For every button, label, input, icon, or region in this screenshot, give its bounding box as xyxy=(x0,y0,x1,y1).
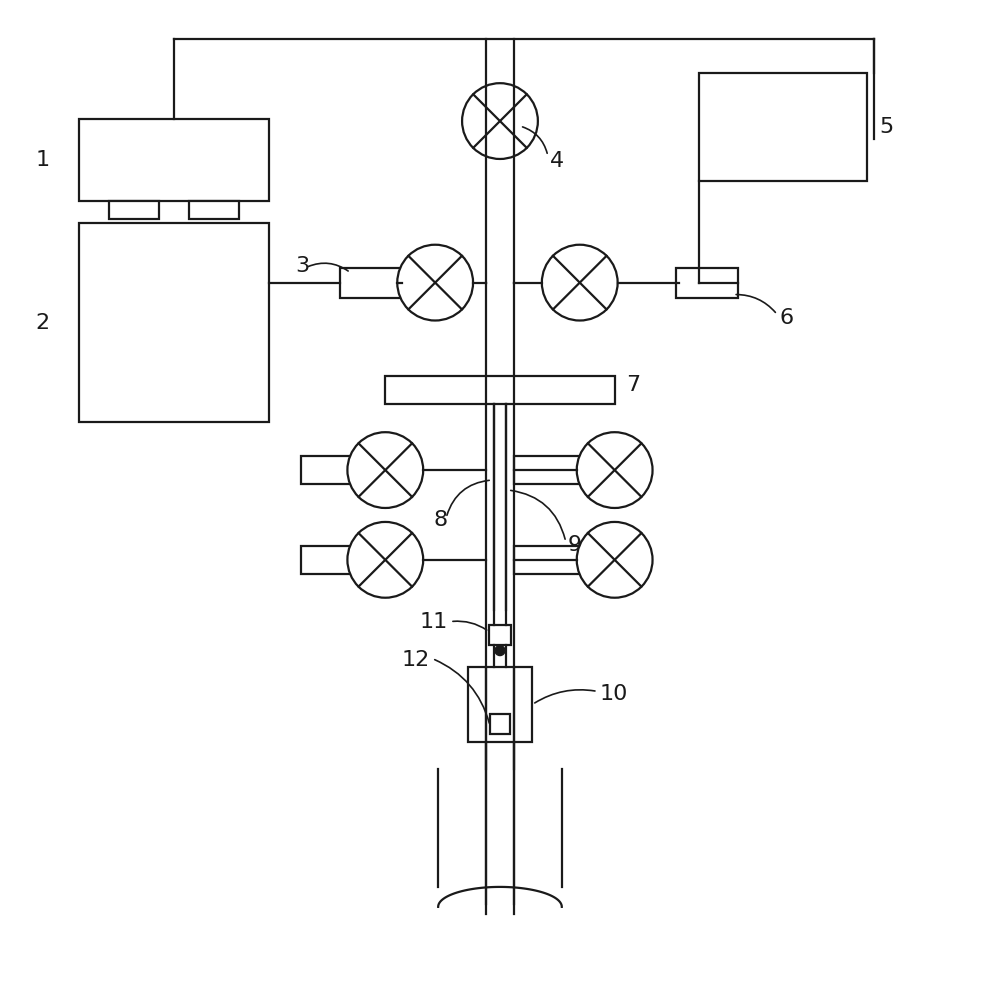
Text: 5: 5 xyxy=(879,117,893,137)
Bar xyxy=(676,268,738,298)
Bar xyxy=(386,376,615,404)
Text: 6: 6 xyxy=(779,308,793,328)
Bar xyxy=(514,456,598,484)
Text: 10: 10 xyxy=(599,684,628,704)
Text: 11: 11 xyxy=(420,612,448,632)
Bar xyxy=(79,223,269,422)
Bar xyxy=(514,546,598,574)
Bar xyxy=(79,119,269,201)
Text: 3: 3 xyxy=(295,256,310,276)
Circle shape xyxy=(495,646,505,656)
Text: 1: 1 xyxy=(35,150,49,170)
Text: 9: 9 xyxy=(568,535,582,555)
Text: 2: 2 xyxy=(35,313,49,333)
Text: 8: 8 xyxy=(434,510,448,530)
Bar xyxy=(490,714,510,734)
Bar xyxy=(489,625,511,645)
Bar xyxy=(700,73,867,181)
Bar xyxy=(300,546,386,574)
Circle shape xyxy=(462,83,538,159)
Bar xyxy=(467,667,532,742)
Circle shape xyxy=(347,432,423,508)
Circle shape xyxy=(398,245,473,321)
Text: 12: 12 xyxy=(401,650,430,670)
Circle shape xyxy=(577,522,652,598)
Circle shape xyxy=(577,432,652,508)
Circle shape xyxy=(542,245,618,321)
Bar xyxy=(189,201,239,219)
Bar xyxy=(340,268,402,298)
Bar xyxy=(109,201,159,219)
Bar xyxy=(300,456,386,484)
Text: 7: 7 xyxy=(627,375,641,395)
Circle shape xyxy=(347,522,423,598)
Text: 4: 4 xyxy=(550,151,564,171)
